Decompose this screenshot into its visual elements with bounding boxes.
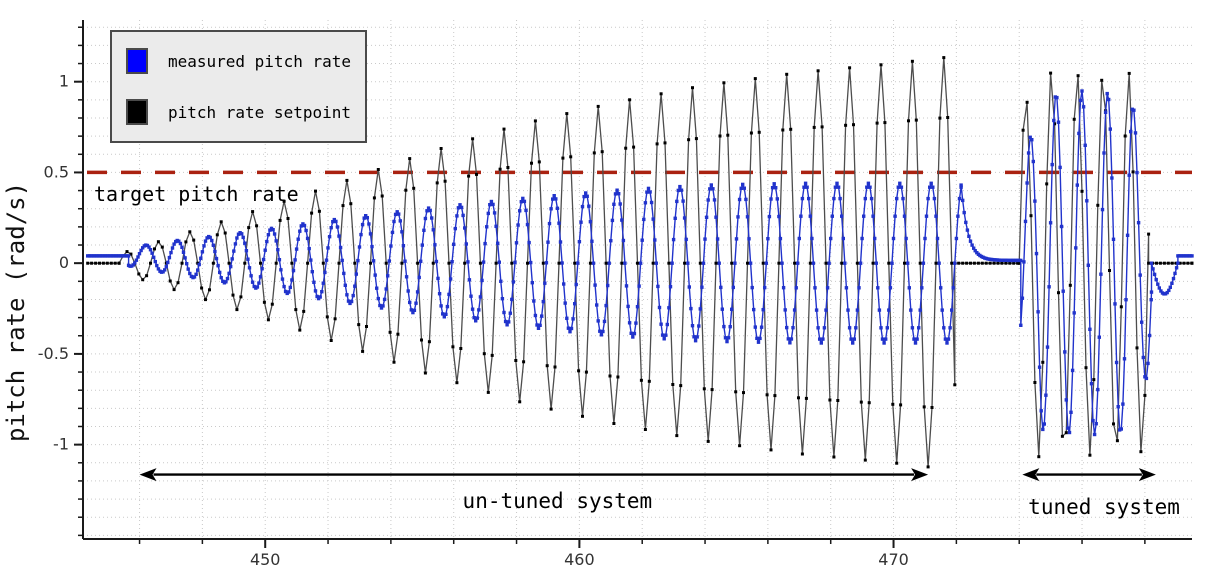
legend-item-measured: measured pitch rate xyxy=(126,48,351,74)
measured-series xyxy=(86,89,1194,437)
setpoint-series-swatch-icon xyxy=(126,99,148,125)
legend-item-setpoint: pitch rate setpoint xyxy=(126,99,351,125)
svg-text:450: 450 xyxy=(250,550,281,569)
measured-series-swatch-icon xyxy=(126,48,148,74)
target-pitch-rate-label: target pitch rate xyxy=(93,182,299,207)
axes: -1 -0.5 0 0.5 1 450 460 470 xyxy=(38,20,1192,569)
svg-text:0: 0 xyxy=(59,253,69,272)
svg-text:460: 460 xyxy=(564,550,595,569)
legend-label-measured: measured pitch rate xyxy=(167,51,351,71)
svg-text:-0.5: -0.5 xyxy=(38,344,69,363)
svg-text:-1: -1 xyxy=(53,435,69,454)
legend-label-setpoint: pitch rate setpoint xyxy=(167,102,351,122)
tuned-arrow xyxy=(1022,468,1156,482)
legend: measured pitch rate pitch rate setpoint xyxy=(110,30,367,143)
y-axis-label: pitch rate (rad/s) xyxy=(2,181,30,443)
svg-text:470: 470 xyxy=(878,550,909,569)
untuned-arrow xyxy=(139,468,929,482)
svg-text:1: 1 xyxy=(59,72,69,91)
untuned-system-label: un-tuned system xyxy=(462,488,653,513)
tuned-system-label: tuned system xyxy=(1028,495,1180,520)
svg-text:0.5: 0.5 xyxy=(44,162,69,181)
